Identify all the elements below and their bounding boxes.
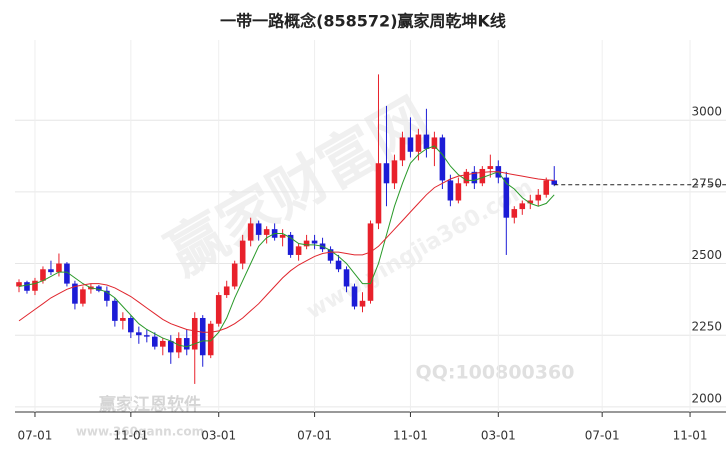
x-tick-label: 11-01 (393, 429, 428, 443)
y-tick-label: 2500 (691, 248, 722, 262)
candle-body (551, 180, 558, 185)
candle-body (527, 200, 534, 204)
candle-body (503, 177, 510, 218)
candle-body (511, 209, 518, 218)
candle-body (407, 137, 414, 152)
moving-average-line (18, 145, 555, 348)
candle-body (439, 137, 446, 181)
candle-body (199, 317, 206, 356)
candle-body (207, 323, 214, 356)
candle-body (120, 317, 126, 321)
chart-title: 一带一路概念(858572)赢家周乾坤K线 (220, 12, 506, 31)
candle-body (351, 286, 358, 307)
candle-body (255, 223, 262, 235)
candle-body (287, 234, 294, 255)
candle-body (16, 282, 22, 287)
candle-body (191, 317, 198, 350)
candle-body (415, 134, 422, 152)
candle-body (543, 180, 550, 195)
candle-body (40, 269, 46, 281)
y-tick-label: 3000 (691, 105, 722, 119)
candle-body (311, 240, 318, 244)
candle-body (455, 183, 462, 201)
candle-body (263, 229, 270, 235)
candle-body (167, 340, 174, 353)
candle-body (231, 263, 238, 287)
candle-body (399, 137, 406, 161)
candle-body (423, 134, 430, 149)
candle-body (359, 300, 366, 307)
candle-body (367, 223, 374, 301)
candle-body (383, 163, 390, 184)
candle-body (104, 290, 110, 301)
x-tick-label: 11-01 (113, 429, 148, 443)
candle-body (519, 203, 526, 210)
y-tick-label: 2750 (691, 176, 722, 190)
candle-body (215, 295, 222, 324)
candle-body (128, 317, 134, 333)
y-tick-label: 2000 (691, 391, 722, 405)
candle-body (431, 137, 438, 149)
candle-body (471, 171, 478, 184)
candle-body (479, 168, 486, 184)
candle-body (335, 260, 342, 270)
candle-body (159, 340, 166, 347)
candle-body (535, 194, 542, 201)
candle-body (247, 223, 254, 241)
candle-body (375, 163, 382, 224)
candle-body (24, 282, 30, 291)
candle-body (295, 246, 302, 255)
moving-average-line (18, 171, 555, 333)
candle-body (463, 171, 470, 184)
candle-body (56, 263, 62, 273)
watermark: www.360gann.com (76, 425, 204, 439)
candle-body (96, 286, 102, 291)
x-tick-label: 07-01 (18, 429, 53, 443)
watermark: QQ:100800360 (416, 362, 575, 384)
x-tick-label: 03-01 (481, 429, 516, 443)
candle-body (112, 300, 118, 321)
candle-body (64, 263, 70, 284)
x-tick-label: 03-01 (201, 429, 236, 443)
candle-body (48, 269, 54, 273)
candle-body (447, 180, 454, 201)
candle-body (279, 234, 286, 238)
x-tick-label: 07-01 (297, 429, 332, 443)
watermark: 赢家江恩软件 (99, 394, 201, 415)
candle-body (32, 280, 38, 291)
candle-body (136, 332, 142, 336)
candle-body (72, 283, 78, 304)
candle-body (223, 286, 230, 296)
candle-body (303, 240, 310, 247)
y-tick-label: 2250 (691, 320, 722, 334)
x-tick-label: 11-01 (673, 429, 708, 443)
candle-body (152, 336, 158, 347)
candle-body (343, 269, 350, 287)
x-tick-label: 07-01 (585, 429, 620, 443)
candle-body (80, 289, 86, 304)
candle-body (144, 335, 150, 337)
candle-body (183, 338, 190, 350)
candle-body (487, 166, 494, 169)
candle-body (327, 249, 334, 261)
candle-body (391, 160, 398, 184)
candle-body (239, 240, 246, 264)
